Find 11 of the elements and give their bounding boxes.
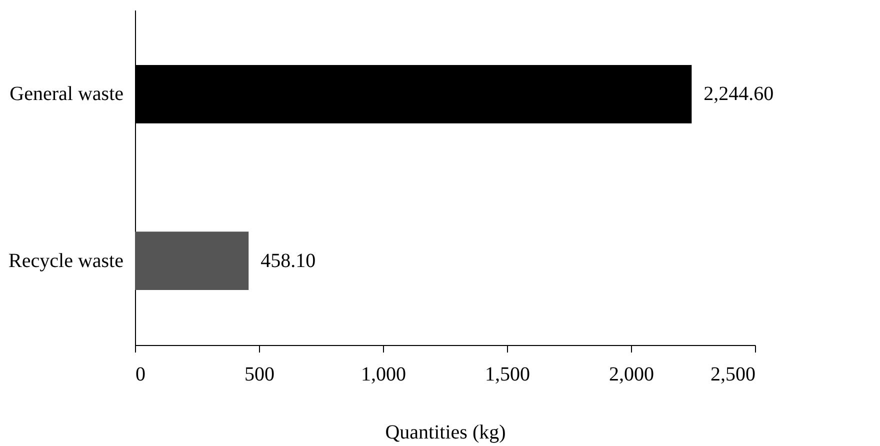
data-label: 2,244.60 xyxy=(704,83,774,106)
x-tick-label: 1,500 xyxy=(485,364,530,386)
data-label: 458.10 xyxy=(260,250,316,272)
x-tick-label: 500 xyxy=(244,364,274,386)
x-axis-title: Quantities (kg) xyxy=(385,422,506,444)
x-tick-label: 0 xyxy=(136,364,146,386)
y-tick-label: Recycle waste xyxy=(8,250,124,272)
x-tick-label: 2,000 xyxy=(609,364,654,386)
y-tick-label: General waste xyxy=(10,83,124,106)
x-tick-label: 1,000 xyxy=(361,364,406,386)
x-tick-label: 2,500 xyxy=(710,364,756,386)
